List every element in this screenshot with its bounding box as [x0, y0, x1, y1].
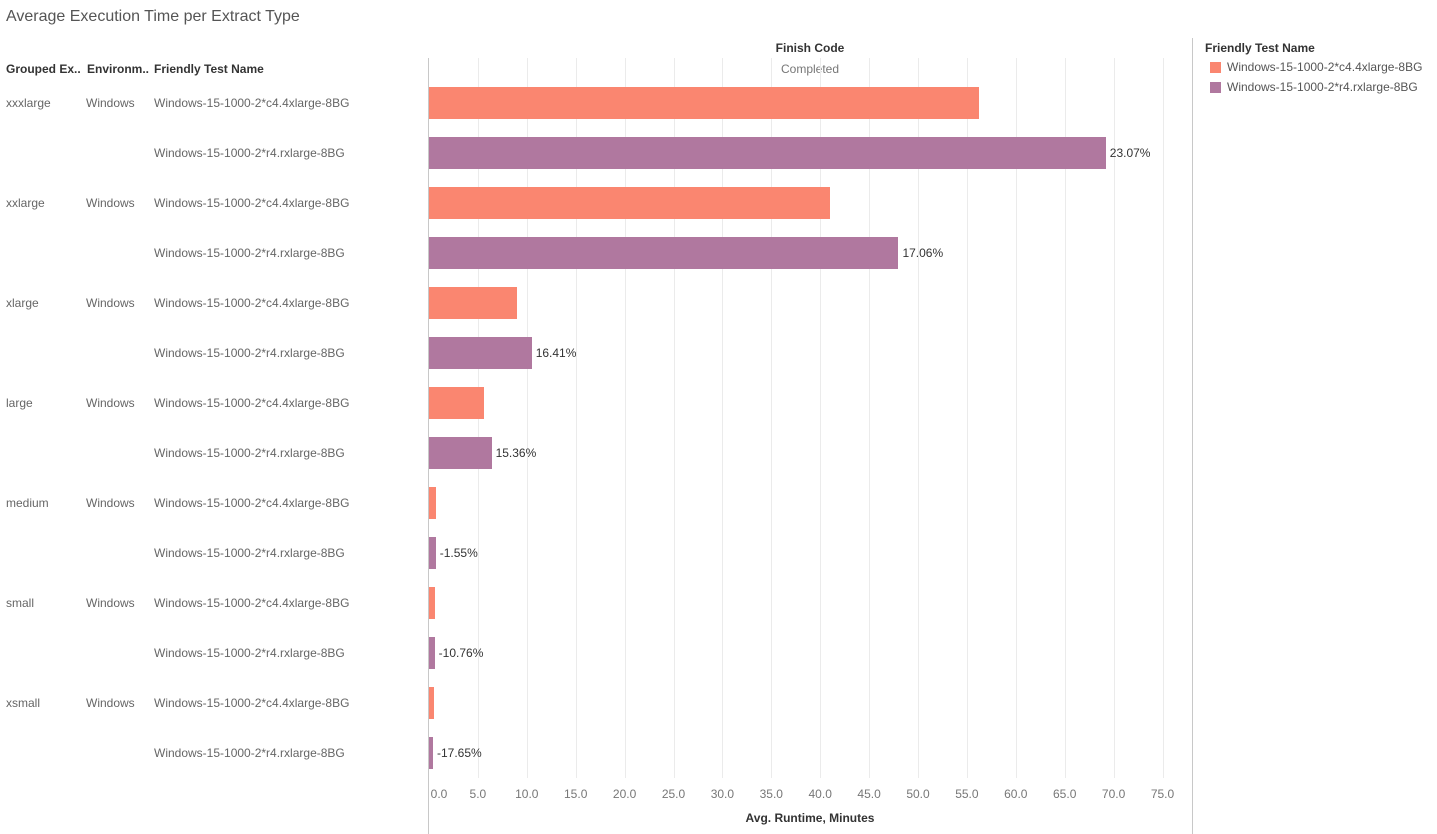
gridline	[771, 58, 773, 778]
x-tick-label: 65.0	[1053, 787, 1077, 801]
bar-medium-r4[interactable]	[429, 537, 436, 569]
bar-xlarge-c4[interactable]	[429, 287, 518, 319]
gridline	[575, 58, 577, 778]
column-header-grouped-extract[interactable]: Grouped Ex..	[6, 62, 81, 76]
legend-label-c4: Windows-15-1000-2*c4.4xlarge-8BG	[1227, 60, 1423, 74]
plot-left-border	[428, 58, 429, 834]
x-tick-label: 10.0	[515, 787, 539, 801]
x-tick-label: 55.0	[955, 787, 979, 801]
legend-swatch-r4	[1210, 81, 1221, 93]
test-name-label[interactable]: Windows-15-1000-2*c4.4xlarge-8BG	[154, 396, 350, 410]
test-name-label[interactable]: Windows-15-1000-2*c4.4xlarge-8BG	[154, 696, 350, 710]
bar-xxlarge-r4[interactable]	[429, 237, 899, 269]
bar-xlarge-r4[interactable]	[429, 337, 532, 369]
group-label[interactable]: small	[6, 596, 35, 610]
bar-xxxlarge-c4[interactable]	[429, 87, 979, 119]
x-tick-label: 25.0	[661, 787, 686, 801]
gridline	[820, 58, 822, 778]
gridline	[869, 58, 871, 778]
test-name-label[interactable]: Windows-15-1000-2*c4.4xlarge-8BG	[154, 296, 350, 310]
gridline	[526, 58, 528, 778]
test-name-label[interactable]: Windows-15-1000-2*r4.rxlarge-8BG	[154, 246, 345, 260]
environment-label[interactable]: Windows	[86, 196, 135, 210]
finish-code-value: Completed	[780, 62, 840, 76]
bar-data-label: -17.65%	[437, 746, 482, 760]
bar-data-label: 23.07%	[1109, 146, 1151, 160]
test-name-label[interactable]: Windows-15-1000-2*c4.4xlarge-8BG	[154, 96, 350, 110]
legend-swatch-c4	[1210, 61, 1221, 73]
gridline	[673, 58, 675, 778]
chart-title: Average Execution Time per Extract Type	[6, 8, 300, 25]
x-tick-label: 0.0	[430, 787, 448, 801]
finish-code-header: Finish Code	[775, 41, 845, 55]
test-name-label[interactable]: Windows-15-1000-2*c4.4xlarge-8BG	[154, 196, 350, 210]
column-header-environment[interactable]: Environm..	[87, 62, 150, 76]
bar-small-c4[interactable]	[429, 587, 436, 619]
test-name-label[interactable]: Windows-15-1000-2*c4.4xlarge-8BG	[154, 496, 350, 510]
legend-item-r4[interactable]: Windows-15-1000-2*r4.rxlarge-8BG	[1210, 80, 1418, 94]
x-tick-label: 50.0	[906, 787, 930, 801]
x-tick-label: 75.0	[1150, 787, 1175, 801]
x-tick-label: 70.0	[1101, 787, 1126, 801]
test-name-label[interactable]: Windows-15-1000-2*r4.rxlarge-8BG	[154, 646, 345, 660]
x-tick-label: 5.0	[469, 787, 487, 801]
gridline	[722, 58, 724, 778]
gridline	[624, 58, 626, 778]
test-name-label[interactable]: Windows-15-1000-2*r4.rxlarge-8BG	[154, 746, 345, 760]
bar-data-label: 15.36%	[495, 446, 537, 460]
environment-label[interactable]: Windows	[86, 496, 135, 510]
test-name-label[interactable]: Windows-15-1000-2*c4.4xlarge-8BG	[154, 596, 350, 610]
gridline	[1064, 58, 1066, 778]
x-axis-title: Avg. Runtime, Minutes	[745, 811, 875, 825]
gridline	[918, 58, 919, 778]
bar-xxlarge-c4[interactable]	[429, 187, 830, 219]
bar-data-label: 17.06%	[902, 246, 944, 260]
bar-large-r4[interactable]	[429, 437, 492, 469]
legend-divider	[1192, 38, 1193, 834]
environment-label[interactable]: Windows	[86, 296, 135, 310]
legend-item-c4[interactable]: Windows-15-1000-2*c4.4xlarge-8BG	[1210, 60, 1422, 74]
column-header-friendly-test-name[interactable]: Friendly Test Name	[154, 62, 264, 76]
x-tick-label: 60.0	[1004, 787, 1028, 801]
legend-label-r4: Windows-15-1000-2*r4.rxlarge-8BG	[1227, 80, 1418, 94]
gridline	[1015, 58, 1017, 778]
environment-label[interactable]: Windows	[86, 396, 135, 410]
x-tick-label: 30.0	[710, 787, 735, 801]
bar-xsmall-r4[interactable]	[429, 737, 433, 769]
test-name-label[interactable]: Windows-15-1000-2*r4.rxlarge-8BG	[154, 346, 345, 360]
test-name-label[interactable]: Windows-15-1000-2*r4.rxlarge-8BG	[154, 146, 345, 160]
group-label[interactable]: xsmall	[6, 696, 41, 710]
group-label[interactable]: xlarge	[6, 296, 39, 310]
gridline	[966, 58, 968, 778]
bar-data-label: -1.55%	[439, 546, 478, 560]
x-tick-label: 20.0	[612, 787, 637, 801]
test-name-label[interactable]: Windows-15-1000-2*r4.rxlarge-8BG	[154, 546, 345, 560]
group-label[interactable]: xxxlarge	[6, 96, 51, 110]
x-tick-label: 35.0	[759, 787, 783, 801]
legend-title: Friendly Test Name	[1205, 41, 1315, 55]
group-label[interactable]: medium	[6, 496, 49, 510]
bar-data-label: 16.41%	[535, 346, 577, 360]
environment-label[interactable]: Windows	[86, 696, 135, 710]
environment-label[interactable]: Windows	[86, 596, 135, 610]
bar-xxxlarge-r4[interactable]	[429, 137, 1106, 169]
group-label[interactable]: large	[6, 396, 33, 410]
x-tick-label: 45.0	[857, 787, 881, 801]
bar-small-r4[interactable]	[429, 637, 435, 669]
bar-xsmall-c4[interactable]	[429, 687, 434, 719]
x-tick-label: 40.0	[808, 787, 832, 801]
gridline	[1113, 58, 1115, 778]
group-label[interactable]: xxlarge	[6, 196, 45, 210]
x-tick-label: 15.0	[564, 787, 588, 801]
test-name-label[interactable]: Windows-15-1000-2*r4.rxlarge-8BG	[154, 446, 345, 460]
bar-data-label: -10.76%	[438, 646, 484, 660]
bar-medium-c4[interactable]	[429, 487, 436, 519]
environment-label[interactable]: Windows	[86, 96, 135, 110]
gridline	[1162, 58, 1164, 778]
bar-large-c4[interactable]	[429, 387, 484, 419]
